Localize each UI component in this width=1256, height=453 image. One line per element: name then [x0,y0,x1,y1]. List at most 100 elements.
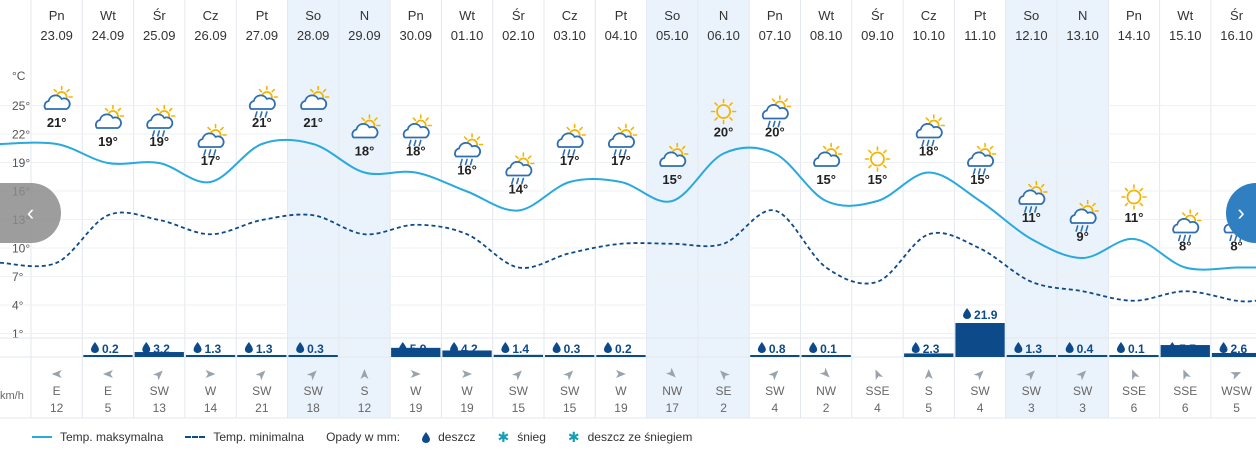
day-name: Pt [256,8,269,23]
wind-speed: 6 [1182,401,1189,415]
day-date: 16.10 [1220,28,1253,43]
max-temp-label: 17° [201,153,221,168]
raindrop-icon [757,342,766,353]
wind-speed: 19 [409,401,423,415]
day-date: 26.09 [194,28,227,43]
raindrop-icon [911,342,920,353]
precip-bar [237,354,287,357]
cloud-rain-sun-icon [197,123,227,156]
precip-label: 2.3 [923,342,940,356]
day-date: 10.10 [912,28,945,43]
wind-speed: 15 [512,401,526,415]
precip-bar [955,323,1005,357]
cloud-sun-icon [351,114,381,139]
max-temp-label: 16° [457,163,477,178]
wind-direction: SW [509,384,529,398]
wind-speed: 18 [306,401,320,415]
precip-label: 1.3 [205,342,222,356]
precip-value: 0.3 [296,342,324,356]
max-temp-label: 18° [919,144,939,159]
precip-label: 21.9 [974,308,998,322]
weekend-column [338,0,391,418]
prev-button[interactable]: ‹ [0,183,61,243]
legend-max-swatch [32,436,52,438]
day-name: N [360,8,369,23]
precip-label: 2.6 [1231,342,1248,356]
wind-speed: 4 [874,401,881,415]
day-name: Pn [767,8,783,23]
wind-arrow-icon [665,367,676,378]
wind-speed: 4 [772,401,779,415]
wind-speed: 2 [720,401,727,415]
precip-value: 0.2 [603,342,632,356]
cloud-rain-sun-icon [248,85,279,118]
wind-speed: 19 [614,401,628,415]
day-name: Śr [871,8,885,23]
max-temp-label: 19° [149,134,169,149]
legend-max: Temp. maksymalna [32,430,163,444]
day-name: So [305,8,321,23]
precip-bar [442,350,492,357]
precip-label: 0.4 [1077,342,1094,356]
day-date: 12.10 [1015,28,1048,43]
cloud-sun-icon [94,104,125,129]
legend-precip-title-text: Opady w mm: [326,430,401,444]
wind-arrow-icon [306,370,317,381]
wind-speed: 12 [50,401,64,415]
precip-label: 4.2 [461,342,478,356]
wind-arrow-icon [924,369,933,379]
raindrop-icon [1168,342,1177,353]
day-date: 06.10 [707,28,740,43]
precip-bar [134,352,184,357]
day-name: N [1078,8,1087,23]
raindrop-icon [296,342,305,353]
precip-bar [391,347,441,357]
weekend-column [287,0,339,418]
precip-value: 0.3 [552,342,581,356]
y-axis-unit: °C [12,69,26,83]
day-date: 27.09 [246,28,279,43]
day-date: 03.10 [553,28,586,43]
wind-arrow-icon [255,370,266,381]
raindrop-icon [603,342,612,353]
cloud-sun-icon [300,85,330,110]
wind-arrow-icon [1076,370,1087,381]
wind-arrow-icon [51,370,62,378]
precip-bar [1006,354,1056,357]
precip-bar [904,353,954,357]
precip-label: 1.3 [1025,342,1042,356]
wind-arrow-icon [1230,372,1242,380]
day-date: 04.10 [605,28,638,43]
wind-direction: SE [716,384,732,398]
raindrop-icon [552,342,561,353]
precip-value: 2.3 [911,342,940,356]
wind-arrow-icon [563,370,574,381]
wind-arrow-icon [511,370,522,381]
wind-direction: W [615,384,627,398]
chevron-right-icon: › [1237,200,1245,225]
max-temp-label: 15° [816,172,836,187]
wind-direction: W [205,384,217,398]
raindrop-icon [244,342,253,353]
day-name: Pt [615,8,628,23]
precip-label: 7.7 [1179,342,1196,356]
wind-direction: SSE [1173,384,1197,398]
day-date: 05.10 [656,28,689,43]
wind-speed: 6 [1131,401,1138,415]
day-date: 30.09 [399,28,432,43]
wind-arrow-icon [1183,369,1191,381]
precip-bar [1109,355,1159,357]
day-name: So [664,8,680,23]
precip-value: 1.3 [1014,342,1042,356]
raindrop-icon [142,342,151,353]
wind-speed: 4 [977,401,984,415]
wind-direction: SSE [865,384,889,398]
precip-bar [185,354,236,357]
precip-label: 3.2 [153,342,170,356]
wind-arrow-icon [768,370,779,381]
y-tick-label: 19° [12,156,30,170]
precip-bar [750,355,800,357]
precip-value: 7.7 [1168,342,1196,356]
day-date: 23.09 [40,28,73,43]
precip-bar [83,355,133,357]
